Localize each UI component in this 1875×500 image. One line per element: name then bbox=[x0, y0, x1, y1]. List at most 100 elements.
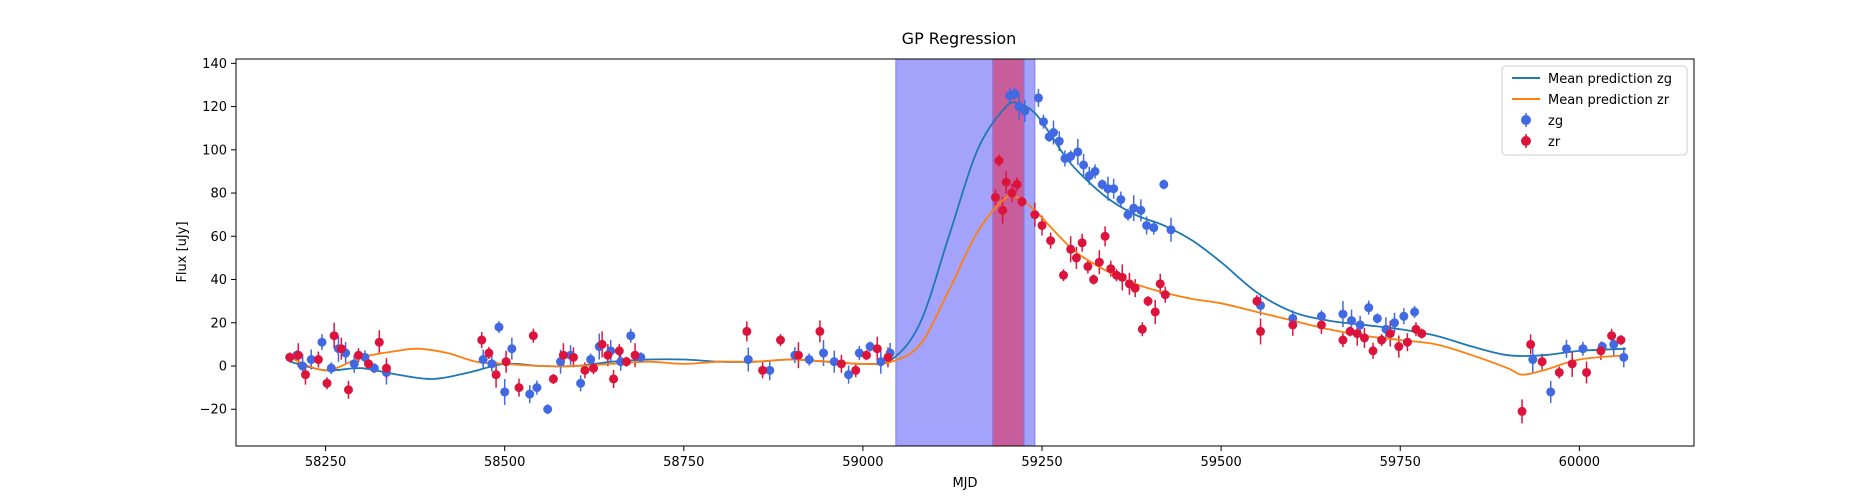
data-point bbox=[818, 348, 828, 358]
data-point bbox=[329, 331, 339, 341]
data-point bbox=[1066, 151, 1076, 161]
data-point bbox=[998, 205, 1008, 215]
data-point bbox=[1582, 367, 1592, 377]
x-tick-label: 58750 bbox=[663, 455, 704, 470]
x-axis-ticks: 58250 58500 58750 59000 59250 59500 59750 60000 bbox=[305, 446, 1600, 470]
legend-label-mean-zr: Mean prediction zr bbox=[1548, 93, 1670, 108]
data-point bbox=[1117, 272, 1127, 282]
data-point bbox=[626, 331, 636, 341]
data-point bbox=[872, 344, 882, 354]
data-point bbox=[1526, 339, 1536, 349]
y-tick-label: 40 bbox=[210, 273, 227, 288]
data-point bbox=[500, 387, 510, 397]
data-point bbox=[1316, 311, 1326, 321]
y-tick-label: 80 bbox=[210, 187, 227, 202]
data-point bbox=[603, 350, 613, 360]
data-point bbox=[354, 350, 364, 360]
data-point bbox=[313, 355, 323, 365]
data-point bbox=[1316, 320, 1326, 330]
data-point bbox=[1394, 342, 1404, 352]
data-point bbox=[336, 344, 346, 354]
legend-swatch-zr bbox=[1521, 136, 1531, 146]
data-point bbox=[1578, 344, 1588, 354]
data-point bbox=[1288, 313, 1298, 323]
data-point bbox=[1150, 307, 1160, 317]
data-point bbox=[1001, 177, 1011, 187]
data-point bbox=[1089, 275, 1099, 285]
data-point bbox=[1517, 406, 1527, 416]
data-point bbox=[507, 344, 517, 354]
data-point bbox=[1137, 324, 1147, 334]
data-point bbox=[300, 370, 310, 380]
y-tick-label: −20 bbox=[200, 403, 227, 418]
data-point bbox=[580, 365, 590, 375]
data-point bbox=[630, 350, 640, 360]
data-point bbox=[1619, 352, 1629, 362]
data-point bbox=[1607, 331, 1617, 341]
data-point bbox=[477, 335, 487, 345]
data-point bbox=[742, 326, 752, 336]
data-point bbox=[543, 404, 553, 414]
legend-label-mean-zg: Mean prediction zg bbox=[1548, 72, 1672, 87]
data-point bbox=[1252, 296, 1262, 306]
data-point bbox=[1142, 220, 1152, 230]
data-point bbox=[844, 370, 854, 380]
data-point bbox=[1399, 311, 1409, 321]
data-point bbox=[1033, 93, 1043, 103]
data-point bbox=[1073, 147, 1083, 157]
data-points bbox=[285, 89, 1629, 416]
data-point bbox=[1149, 223, 1159, 233]
data-point bbox=[1090, 166, 1100, 176]
x-axis-label: MJD bbox=[952, 476, 977, 491]
data-point bbox=[1038, 117, 1048, 127]
data-point bbox=[804, 355, 814, 365]
y-axis-label: Flux [uJy] bbox=[175, 221, 190, 282]
data-point bbox=[1048, 128, 1058, 138]
shaded-region bbox=[992, 58, 1025, 447]
data-point bbox=[1537, 357, 1547, 367]
data-point bbox=[532, 383, 542, 393]
x-tick-label: 60000 bbox=[1559, 455, 1600, 470]
data-point bbox=[1377, 335, 1387, 345]
data-point bbox=[1561, 344, 1571, 354]
y-tick-label: 0 bbox=[219, 360, 227, 375]
data-point bbox=[374, 337, 384, 347]
data-point bbox=[1554, 367, 1564, 377]
data-point bbox=[1616, 335, 1626, 345]
data-point bbox=[1288, 320, 1298, 330]
data-point bbox=[343, 385, 353, 395]
data-point bbox=[1066, 244, 1076, 254]
data-point bbox=[758, 365, 768, 375]
data-point bbox=[1546, 387, 1556, 397]
data-point bbox=[1123, 210, 1133, 220]
data-point bbox=[990, 192, 1000, 202]
y-axis-ticks: −20 0 20 40 60 80 100 120 140 bbox=[200, 57, 236, 418]
y-tick-label: 20 bbox=[210, 316, 227, 331]
data-point bbox=[478, 355, 488, 365]
data-point bbox=[1109, 184, 1119, 194]
data-point bbox=[1012, 179, 1022, 189]
data-point bbox=[568, 352, 578, 362]
data-point bbox=[1155, 279, 1165, 289]
data-point bbox=[765, 365, 775, 375]
data-point bbox=[994, 156, 1004, 166]
data-point bbox=[793, 350, 803, 360]
x-tick-label: 59250 bbox=[1021, 455, 1062, 470]
data-point bbox=[1071, 253, 1081, 263]
data-point bbox=[1345, 326, 1355, 336]
data-point bbox=[851, 365, 861, 375]
data-point bbox=[514, 383, 524, 393]
data-point bbox=[876, 357, 886, 367]
data-point bbox=[548, 374, 558, 384]
data-point bbox=[1385, 329, 1395, 339]
data-point bbox=[1059, 270, 1069, 280]
data-point bbox=[1352, 329, 1362, 339]
x-tick-label: 59500 bbox=[1200, 455, 1241, 470]
data-point bbox=[1020, 106, 1030, 116]
data-point bbox=[597, 339, 607, 349]
data-point bbox=[1010, 89, 1020, 99]
data-point bbox=[1160, 290, 1170, 300]
data-point bbox=[829, 357, 839, 367]
data-point bbox=[1129, 203, 1139, 213]
data-point bbox=[349, 359, 359, 369]
